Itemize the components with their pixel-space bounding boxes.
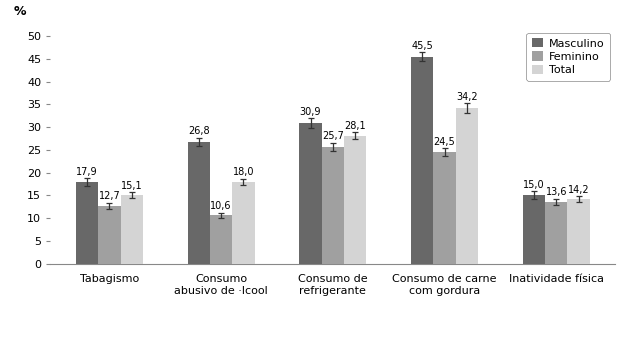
Text: 14,2: 14,2 — [568, 185, 590, 195]
Bar — [300, 123, 322, 264]
Bar — [545, 202, 568, 264]
Text: 25,7: 25,7 — [322, 131, 344, 141]
Text: 17,9: 17,9 — [76, 167, 98, 177]
Bar — [522, 195, 545, 264]
Bar — [121, 195, 143, 264]
Bar — [322, 147, 344, 264]
Bar — [411, 56, 433, 264]
Text: 18,0: 18,0 — [233, 167, 254, 177]
Text: 10,6: 10,6 — [210, 201, 232, 211]
Text: 12,7: 12,7 — [99, 191, 121, 201]
Text: 15,1: 15,1 — [121, 181, 143, 191]
Bar — [568, 199, 590, 264]
Bar — [76, 182, 98, 264]
Bar — [210, 215, 232, 264]
Legend: Masculino, Feminino, Total: Masculino, Feminino, Total — [526, 32, 610, 80]
Bar — [98, 206, 121, 264]
Text: 45,5: 45,5 — [411, 41, 433, 51]
Text: 26,8: 26,8 — [188, 126, 210, 136]
Text: %: % — [14, 5, 26, 18]
Text: 24,5: 24,5 — [434, 137, 455, 147]
Bar — [456, 108, 478, 264]
Text: 28,1: 28,1 — [344, 121, 366, 131]
Text: 15,0: 15,0 — [523, 180, 544, 190]
Text: 13,6: 13,6 — [546, 187, 567, 197]
Bar — [188, 142, 210, 264]
Text: 30,9: 30,9 — [300, 107, 322, 117]
Bar — [232, 182, 254, 264]
Bar — [433, 152, 456, 264]
Bar — [344, 136, 366, 264]
Text: 34,2: 34,2 — [456, 92, 478, 102]
